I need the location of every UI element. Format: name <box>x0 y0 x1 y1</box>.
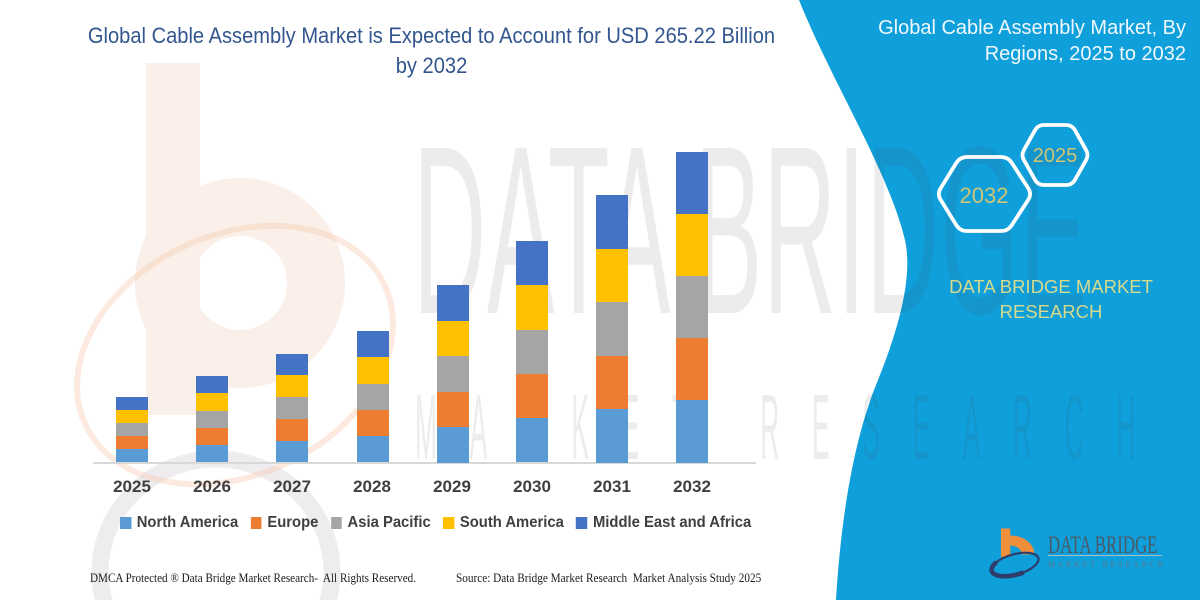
svg-text:2025: 2025 <box>1033 145 1078 167</box>
svg-text:DATA BRIDGE: DATA BRIDGE <box>1048 531 1157 559</box>
svg-text:MARKET RESEARCH: MARKET RESEARCH <box>1048 560 1166 569</box>
svg-text:2032: 2032 <box>960 183 1009 208</box>
